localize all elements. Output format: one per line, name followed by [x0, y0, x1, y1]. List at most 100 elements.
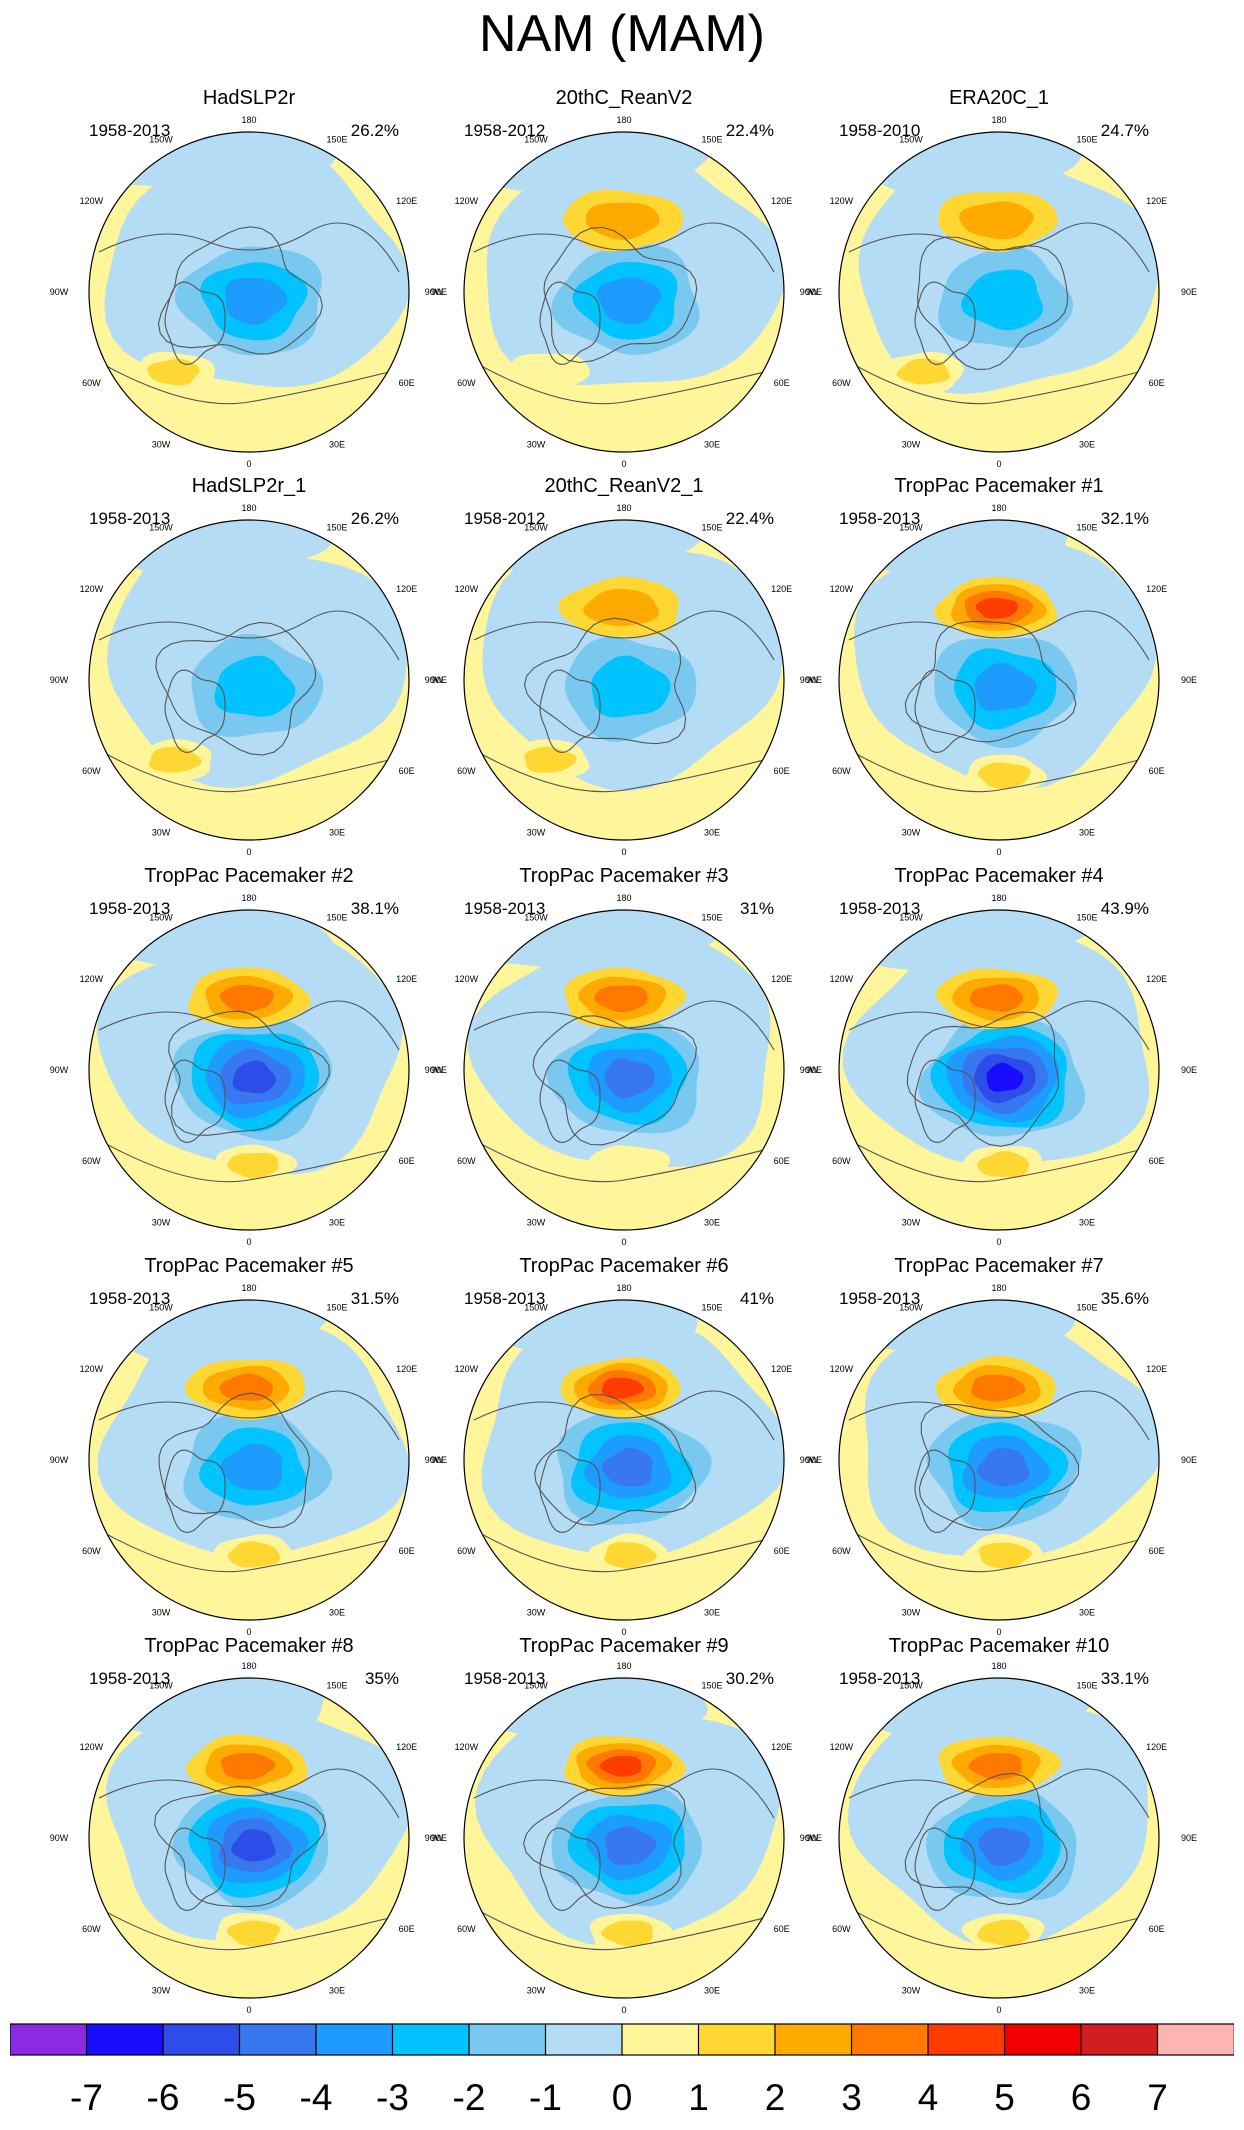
longitude-label: 30W: [152, 827, 171, 837]
coastline: [523, 617, 687, 745]
longitude-label: 30E: [1079, 439, 1095, 449]
longitude-label: 180: [991, 893, 1006, 903]
longitude-label: 150E: [326, 135, 347, 145]
coastline: [154, 1785, 326, 1908]
contour-level: [977, 762, 1031, 789]
colorbar-bin: [391, 2023, 470, 2056]
longitude-label: 0: [996, 1627, 1001, 1637]
coastlines: [473, 222, 775, 405]
coastline: [848, 610, 1150, 661]
longitude-label: 0: [621, 2005, 626, 2015]
map-boundary: [463, 1299, 785, 1621]
figure-title: NAM (MAM): [479, 5, 765, 63]
longitude-label: 150W: [149, 913, 173, 923]
colorbar-label: -3: [376, 2077, 409, 2118]
coastline: [534, 1394, 697, 1526]
panel-title: TropPac Pacemaker #8: [144, 1635, 353, 1657]
panel-title: TropPac Pacemaker #4: [894, 865, 1103, 887]
panel-period: 1958-2013: [839, 1289, 920, 1308]
coastline: [539, 1449, 601, 1533]
contour-level: [605, 1826, 657, 1865]
longitude-label: 150W: [149, 135, 173, 145]
colorbar-label: -7: [70, 2077, 103, 2118]
longitude-label: 30W: [527, 1607, 546, 1617]
longitude-label: 90W: [425, 675, 444, 685]
longitude-label: 60W: [457, 378, 476, 388]
longitude-label: 150W: [524, 1303, 548, 1313]
coastline: [164, 1449, 226, 1533]
colorbar-label: -4: [300, 2077, 333, 2118]
longitude-label: 90E: [806, 1065, 822, 1075]
longitude-label: 90E: [1181, 1455, 1197, 1465]
coastline: [523, 1784, 686, 1909]
longitude-label: 60E: [774, 1924, 790, 1934]
longitude-label: 90E: [806, 675, 822, 685]
coastlines: [98, 1390, 400, 1573]
longitude-label: 30W: [527, 1217, 546, 1227]
longitude-label: 60E: [1149, 1546, 1165, 1556]
longitude-label: 60W: [82, 1156, 101, 1166]
coastline: [906, 1011, 1060, 1147]
panel-title: TropPac Pacemaker #10: [889, 1635, 1109, 1657]
coastline: [473, 1768, 775, 1819]
coastline: [98, 1390, 400, 1441]
map-boundary: [838, 131, 1160, 453]
coastline: [164, 1827, 226, 1911]
coastline: [904, 1772, 1068, 1906]
longitude-label: 150E: [1076, 523, 1097, 533]
longitude-label: 120E: [771, 974, 792, 984]
contour-fill: [839, 132, 1159, 452]
colorbar-bin: [315, 2023, 394, 2056]
panel-variance: 38.1%: [351, 899, 399, 918]
colorbar-label: 6: [1071, 2077, 1092, 2118]
panel-title: TropPac Pacemaker #5: [144, 1255, 353, 1277]
colorbar-bin: [10, 2023, 88, 2056]
longitude-label: 180: [241, 1661, 256, 1671]
contour-fill: [839, 1678, 1159, 1998]
coastline: [914, 281, 976, 365]
contour-level: [227, 1152, 279, 1179]
longitude-label: 120E: [396, 1742, 417, 1752]
panel-variance: 26.2%: [351, 121, 399, 140]
panel-period: 1958-2013: [89, 121, 170, 140]
contour-level: [147, 359, 200, 386]
panel-title: TropPac Pacemaker #7: [894, 1255, 1103, 1277]
panel-variance: 31%: [740, 899, 774, 918]
longitude-label: 120E: [1146, 1364, 1167, 1374]
map-boundary: [838, 909, 1160, 1231]
longitude-label: 90E: [1181, 675, 1197, 685]
longitude-label: 150W: [149, 1681, 173, 1691]
contour-fill: [839, 1300, 1159, 1620]
contour-level: [225, 278, 288, 325]
contour-level: [977, 1448, 1030, 1487]
colorbar-bin: [621, 2023, 700, 2056]
colorbar-label: 0: [612, 2077, 633, 2118]
coastlines: [473, 610, 775, 793]
coastlines: [98, 222, 400, 405]
map-boundary: [463, 519, 785, 841]
panel-variance: 31.5%: [351, 1289, 399, 1308]
longitude-label: 60E: [774, 1546, 790, 1556]
longitude-label: 30W: [527, 1985, 546, 1995]
longitude-label: 0: [621, 459, 626, 469]
longitude-label: 30W: [152, 1607, 171, 1617]
coastline: [914, 1449, 976, 1533]
coastline: [98, 749, 390, 793]
panel-title: TropPac Pacemaker #2: [144, 865, 353, 887]
colorbar-label: -6: [147, 2077, 180, 2118]
coastline: [473, 1390, 775, 1441]
contour-fill: [89, 1300, 409, 1620]
longitude-label: 30E: [1079, 1217, 1095, 1227]
longitude-label: 90E: [431, 1065, 447, 1075]
coastline: [532, 1015, 697, 1146]
contour-level: [219, 1373, 273, 1401]
longitude-label: 150W: [524, 523, 548, 533]
coastline: [918, 1404, 1080, 1531]
colorbar-bin: [697, 2023, 776, 2056]
coastline: [848, 1768, 1150, 1819]
longitude-label: 120E: [1146, 1742, 1167, 1752]
longitude-label: 90E: [806, 287, 822, 297]
longitude-label: 180: [991, 503, 1006, 513]
longitude-label: 120E: [771, 584, 792, 594]
panel-period: 1958-2013: [839, 509, 920, 528]
